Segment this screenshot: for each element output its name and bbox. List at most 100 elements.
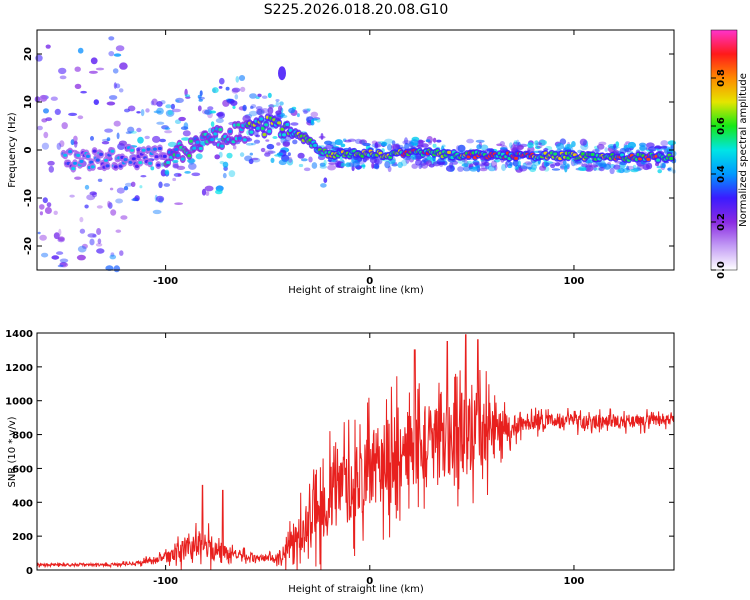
spectral-blob [345,162,351,168]
spectral-blob [432,143,437,148]
spectral-blob [108,202,113,209]
ridge-core [282,133,286,137]
spectral-blob [74,176,82,180]
spectral-blob [81,243,88,249]
spectral-blob [436,158,445,165]
spectral-blob [51,255,60,260]
spectral-blob [264,150,274,155]
spectral-blob [53,210,58,215]
spectral-blob [660,140,669,147]
ridge-core [146,147,151,151]
spectral-blob [476,144,482,150]
spectral-blob [290,122,299,126]
spectral-blob [598,141,607,146]
spectral-blob [211,87,219,94]
spectral-blob [327,164,336,171]
spectral-blob [204,185,214,192]
spectral-blob [209,110,217,114]
spectral-blob [654,147,659,151]
spectral-blob [80,90,87,94]
spectral-blob [174,202,184,205]
spectral-blob [480,144,489,151]
spectral-blob [137,136,144,144]
spectral-blob [56,142,62,150]
ridge-core [187,154,192,158]
spectral-blob [113,120,121,127]
spectral-blob [113,265,121,273]
spectral-blob [256,109,263,116]
spectral-blob [84,184,90,190]
spectral-blob [48,165,54,173]
spectral-blob [90,57,98,65]
spectral-blob [96,228,102,235]
spectral-blob [152,135,161,143]
spectral-blob [292,139,298,145]
spectral-blob [118,140,127,146]
ridge-core [131,157,136,161]
ridge-core [195,140,200,144]
spectral-blob [276,142,281,146]
spectral-blob [279,101,284,106]
ridge-core [110,149,115,153]
spectral-blob [177,173,182,177]
spectral-blob [156,121,165,125]
spectral-blob [288,107,295,114]
spectral-blob [77,245,87,253]
spectral-blob [240,86,246,92]
ridge-core [262,133,267,137]
spectral-blob [112,68,119,74]
spectral-blob [534,140,539,147]
colorbar: 0.0 0.2 0.4 0.6 0.8 Normalized spectral ampl… [710,29,749,279]
spectral-blob [123,186,129,191]
spectral-blob [113,82,117,89]
spectral-blob [59,258,69,263]
spectral-blob [592,149,601,153]
spectral-blob [276,152,284,156]
spectral-blob [613,164,621,170]
spectral-blob [278,159,287,166]
spectral-blob [308,156,313,163]
spectrogram-y-tick-label: 10 [23,95,34,109]
spectral-blob [347,138,356,142]
ridge-core [113,165,118,169]
spectral-blob [286,158,294,166]
spectral-blob [108,36,115,41]
spectrogram-y-tick-label: 0 [23,146,34,153]
snr-y-tick-label: 0 [26,566,33,577]
spectral-blob [172,177,177,182]
spectral-blob [615,141,620,148]
ridge-core [242,138,247,142]
spectral-blob [461,163,469,167]
spectral-blob [95,243,103,247]
spectral-blob [175,97,184,103]
spectral-blob [159,138,166,143]
snr-x-ticks: -100 0 100 [153,333,584,587]
spectral-blob [92,192,97,198]
ridge-core [104,158,108,162]
spectral-blob [231,88,239,94]
spectral-blob [249,93,257,99]
spectral-blob [310,111,319,118]
spectral-blob [296,113,300,118]
spectral-blob [319,165,327,169]
spectral-blob [43,108,49,114]
ridge-core [260,126,265,130]
spectral-blob [178,116,186,122]
spectral-blob [89,238,95,246]
spectral-blob [53,232,60,240]
spectral-blob [110,209,117,216]
spectral-blob [115,45,125,52]
spectral-blob [331,146,340,150]
spectral-blob [616,169,622,173]
spectral-blob [260,147,266,153]
spectral-blob [432,137,437,143]
ridge-core [192,146,197,150]
spectral-blob [214,154,220,160]
spectral-blob [54,108,61,115]
ridge-core [267,129,272,133]
spectral-blob [156,101,163,107]
spectral-blob [77,47,84,54]
spectral-blob [486,148,492,152]
ridge-core [236,123,241,127]
spectral-blob [97,238,102,244]
